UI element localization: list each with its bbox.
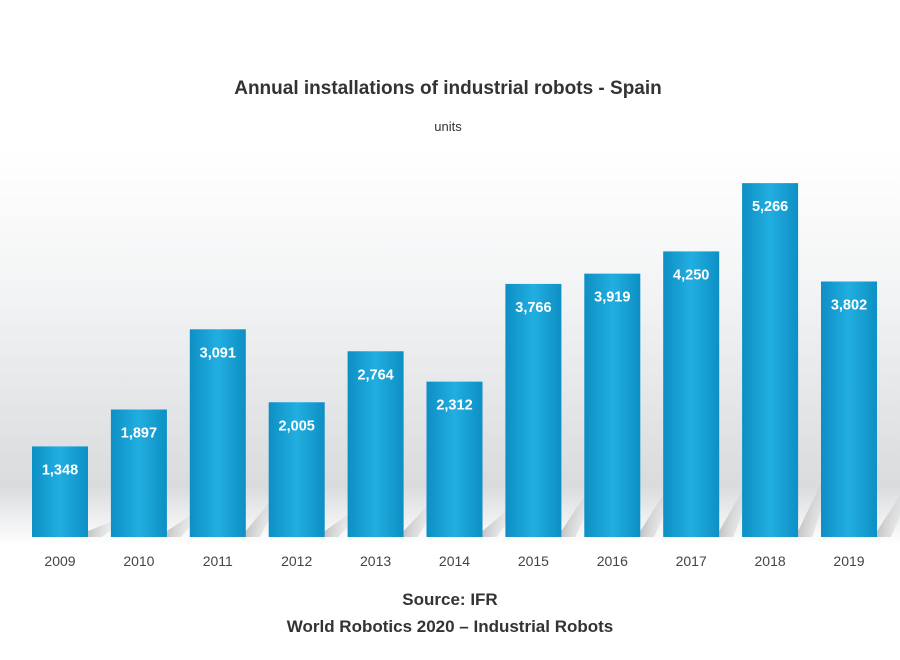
x-tick-label-2018: 2018 [755, 553, 786, 569]
chart-title: Annual installations of industrial robot… [234, 78, 662, 99]
data-label-2016: 3,919 [594, 290, 630, 306]
bar-2012 [268, 402, 325, 537]
bar-2011 [189, 329, 246, 537]
x-tick-label-2013: 2013 [360, 553, 391, 569]
data-label-2017: 4,250 [673, 267, 709, 283]
bar-2009 [32, 446, 88, 537]
data-label-2010: 1,897 [121, 426, 157, 442]
data-label-2018: 5,266 [752, 199, 788, 215]
publication-label: World Robotics 2020 – Industrial Robots [287, 617, 614, 636]
bars-group [32, 183, 877, 537]
bar-2014 [426, 381, 483, 537]
x-tick-labels-group: 2009 2010 2011 2012 2013 2014 2015 2016 2017 2018… [44, 553, 864, 569]
data-label-2013: 2,764 [357, 367, 393, 383]
x-tick-label-2010: 2010 [123, 553, 154, 569]
x-tick-label-2014: 2014 [439, 553, 470, 569]
bar-2018 [742, 183, 799, 537]
bar-2010 [110, 409, 167, 537]
data-label-2014: 2,312 [436, 398, 472, 414]
data-label-2011: 3,091 [200, 345, 236, 361]
data-label-2015: 3,766 [515, 300, 551, 316]
x-tick-label-2017: 2017 [676, 553, 707, 569]
bar-2019 [821, 281, 877, 537]
x-tick-label-2015: 2015 [518, 553, 549, 569]
chart-subtitle: units [434, 119, 462, 134]
bar-2015 [505, 283, 562, 537]
bar-shadow [877, 495, 900, 537]
data-label-2019: 3,802 [831, 298, 867, 314]
data-label-2012: 2,005 [279, 418, 315, 434]
x-tick-label-2009: 2009 [44, 553, 75, 569]
x-tick-label-2011: 2011 [203, 553, 233, 569]
source-label: Source: IFR [402, 590, 497, 609]
data-label-2009: 1,348 [42, 462, 78, 478]
x-tick-label-2012: 2012 [281, 553, 312, 569]
x-tick-label-2016: 2016 [597, 553, 628, 569]
data-labels-group: 1,348 1,897 3,091 2,005 2,764 2,312 3,766 3,919… [42, 199, 867, 478]
bar-2013 [347, 351, 404, 537]
bar-2016 [584, 273, 641, 537]
bar-2017 [663, 251, 720, 537]
x-tick-label-2019: 2019 [833, 553, 864, 569]
